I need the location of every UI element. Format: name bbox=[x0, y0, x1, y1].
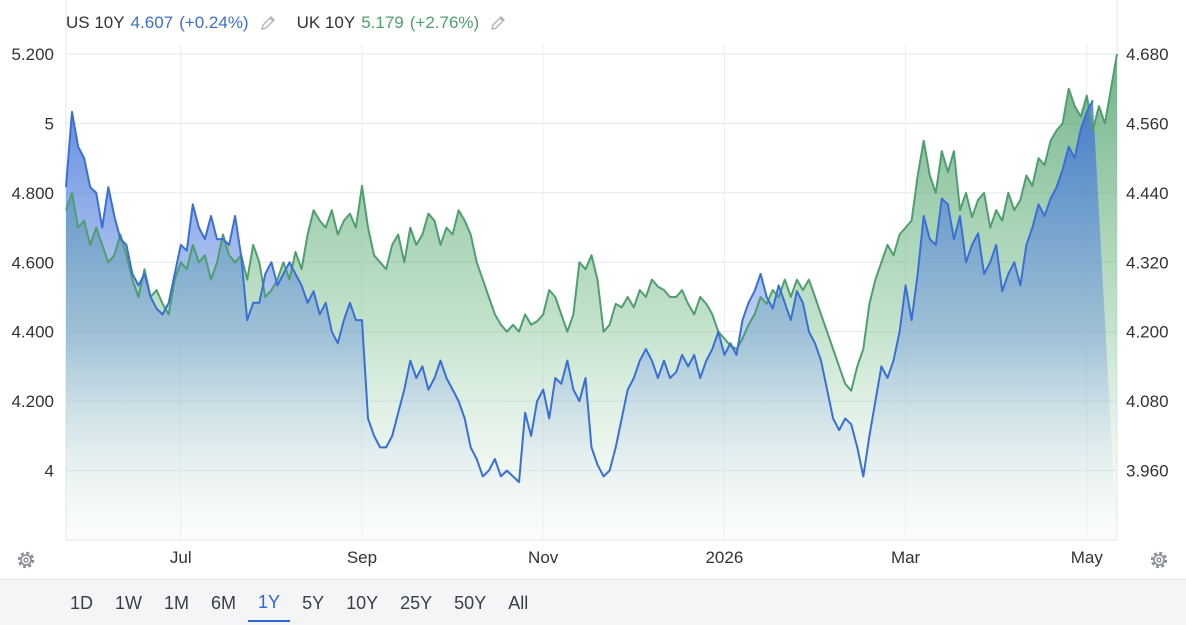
right-tick-label: 4.080 bbox=[1126, 392, 1169, 411]
x-tick-label: Jul bbox=[170, 548, 192, 567]
x-tick-label: Mar bbox=[891, 548, 921, 567]
left-tick-label: 5.200 bbox=[11, 45, 54, 64]
legend-item-us[interactable]: US 10Y 4.607 (+0.24%) bbox=[66, 13, 277, 33]
range-button-1y[interactable]: 1Y bbox=[248, 580, 291, 622]
left-tick-label: 4.800 bbox=[11, 184, 54, 203]
x-tick-label: Sep bbox=[347, 548, 377, 567]
left-tick-label: 4 bbox=[45, 462, 54, 481]
series bbox=[65, 53, 1118, 541]
right-axis: 4.680 4.560 4.440 4.320 4.200 4.080 3.960 bbox=[1126, 45, 1169, 481]
right-tick-label: 4.320 bbox=[1126, 253, 1169, 272]
range-button-10y[interactable]: 10Y bbox=[346, 593, 379, 613]
right-tick-label: 4.680 bbox=[1126, 45, 1169, 64]
range-button-25y[interactable]: 25Y bbox=[400, 593, 433, 613]
range-button-all[interactable]: All bbox=[508, 593, 529, 613]
pencil-icon[interactable] bbox=[259, 14, 277, 32]
legend-uk-name: UK 10Y bbox=[296, 13, 356, 32]
legend-us-change: (+0.24%) bbox=[179, 13, 249, 32]
legend-us-value: 4.607 bbox=[130, 13, 174, 32]
right-tick-label: 3.960 bbox=[1126, 462, 1169, 481]
range-button-5y[interactable]: 5Y bbox=[302, 593, 325, 613]
left-tick-label: 4.400 bbox=[11, 323, 54, 342]
left-tick-label: 4.200 bbox=[11, 392, 54, 411]
x-tick-label: May bbox=[1071, 548, 1104, 567]
x-tick-label: Nov bbox=[528, 548, 559, 567]
range-button-1d[interactable]: 1D bbox=[70, 593, 94, 613]
legend: US 10Y 4.607 (+0.24%) UK 10Y 5.179 (+2.7… bbox=[66, 12, 527, 34]
x-axis: Jul Sep Nov 2026 Mar May bbox=[170, 548, 1103, 567]
legend-uk-value: 5.179 bbox=[361, 13, 404, 32]
range-buttons: 1D 1W 1M 6M 1Y 5Y 10Y 25Y 50Y All bbox=[60, 580, 540, 622]
legend-item-uk[interactable]: UK 10Y 5.179 (+2.76%) bbox=[297, 13, 508, 33]
series-line-us bbox=[65, 99, 1094, 484]
left-tick-label: 4.600 bbox=[11, 253, 54, 272]
range-button-1w[interactable]: 1W bbox=[115, 593, 143, 613]
x-tick-label: 2026 bbox=[705, 548, 743, 567]
right-tick-label: 4.200 bbox=[1126, 323, 1169, 342]
gear-icon[interactable] bbox=[1147, 548, 1171, 572]
legend-us-name: US 10Y bbox=[66, 13, 125, 32]
pencil-icon[interactable] bbox=[489, 14, 507, 32]
range-button-1m[interactable]: 1M bbox=[164, 593, 190, 613]
series-area-us bbox=[66, 100, 1117, 541]
range-button-6m[interactable]: 6M bbox=[211, 593, 237, 613]
time-range-bar: 1D 1W 1M 6M 1Y 5Y 10Y 25Y 50Y All bbox=[0, 579, 1186, 625]
gear-icon[interactable] bbox=[14, 548, 38, 572]
legend-uk-change: (+2.76%) bbox=[409, 13, 480, 32]
left-axis: 5.200 5 4.800 4.600 4.400 4.200 4 bbox=[11, 45, 54, 481]
right-tick-label: 4.440 bbox=[1126, 184, 1169, 203]
range-button-50y[interactable]: 50Y bbox=[454, 593, 487, 613]
left-tick-label: 5 bbox=[45, 114, 54, 133]
right-tick-label: 4.560 bbox=[1126, 114, 1169, 133]
